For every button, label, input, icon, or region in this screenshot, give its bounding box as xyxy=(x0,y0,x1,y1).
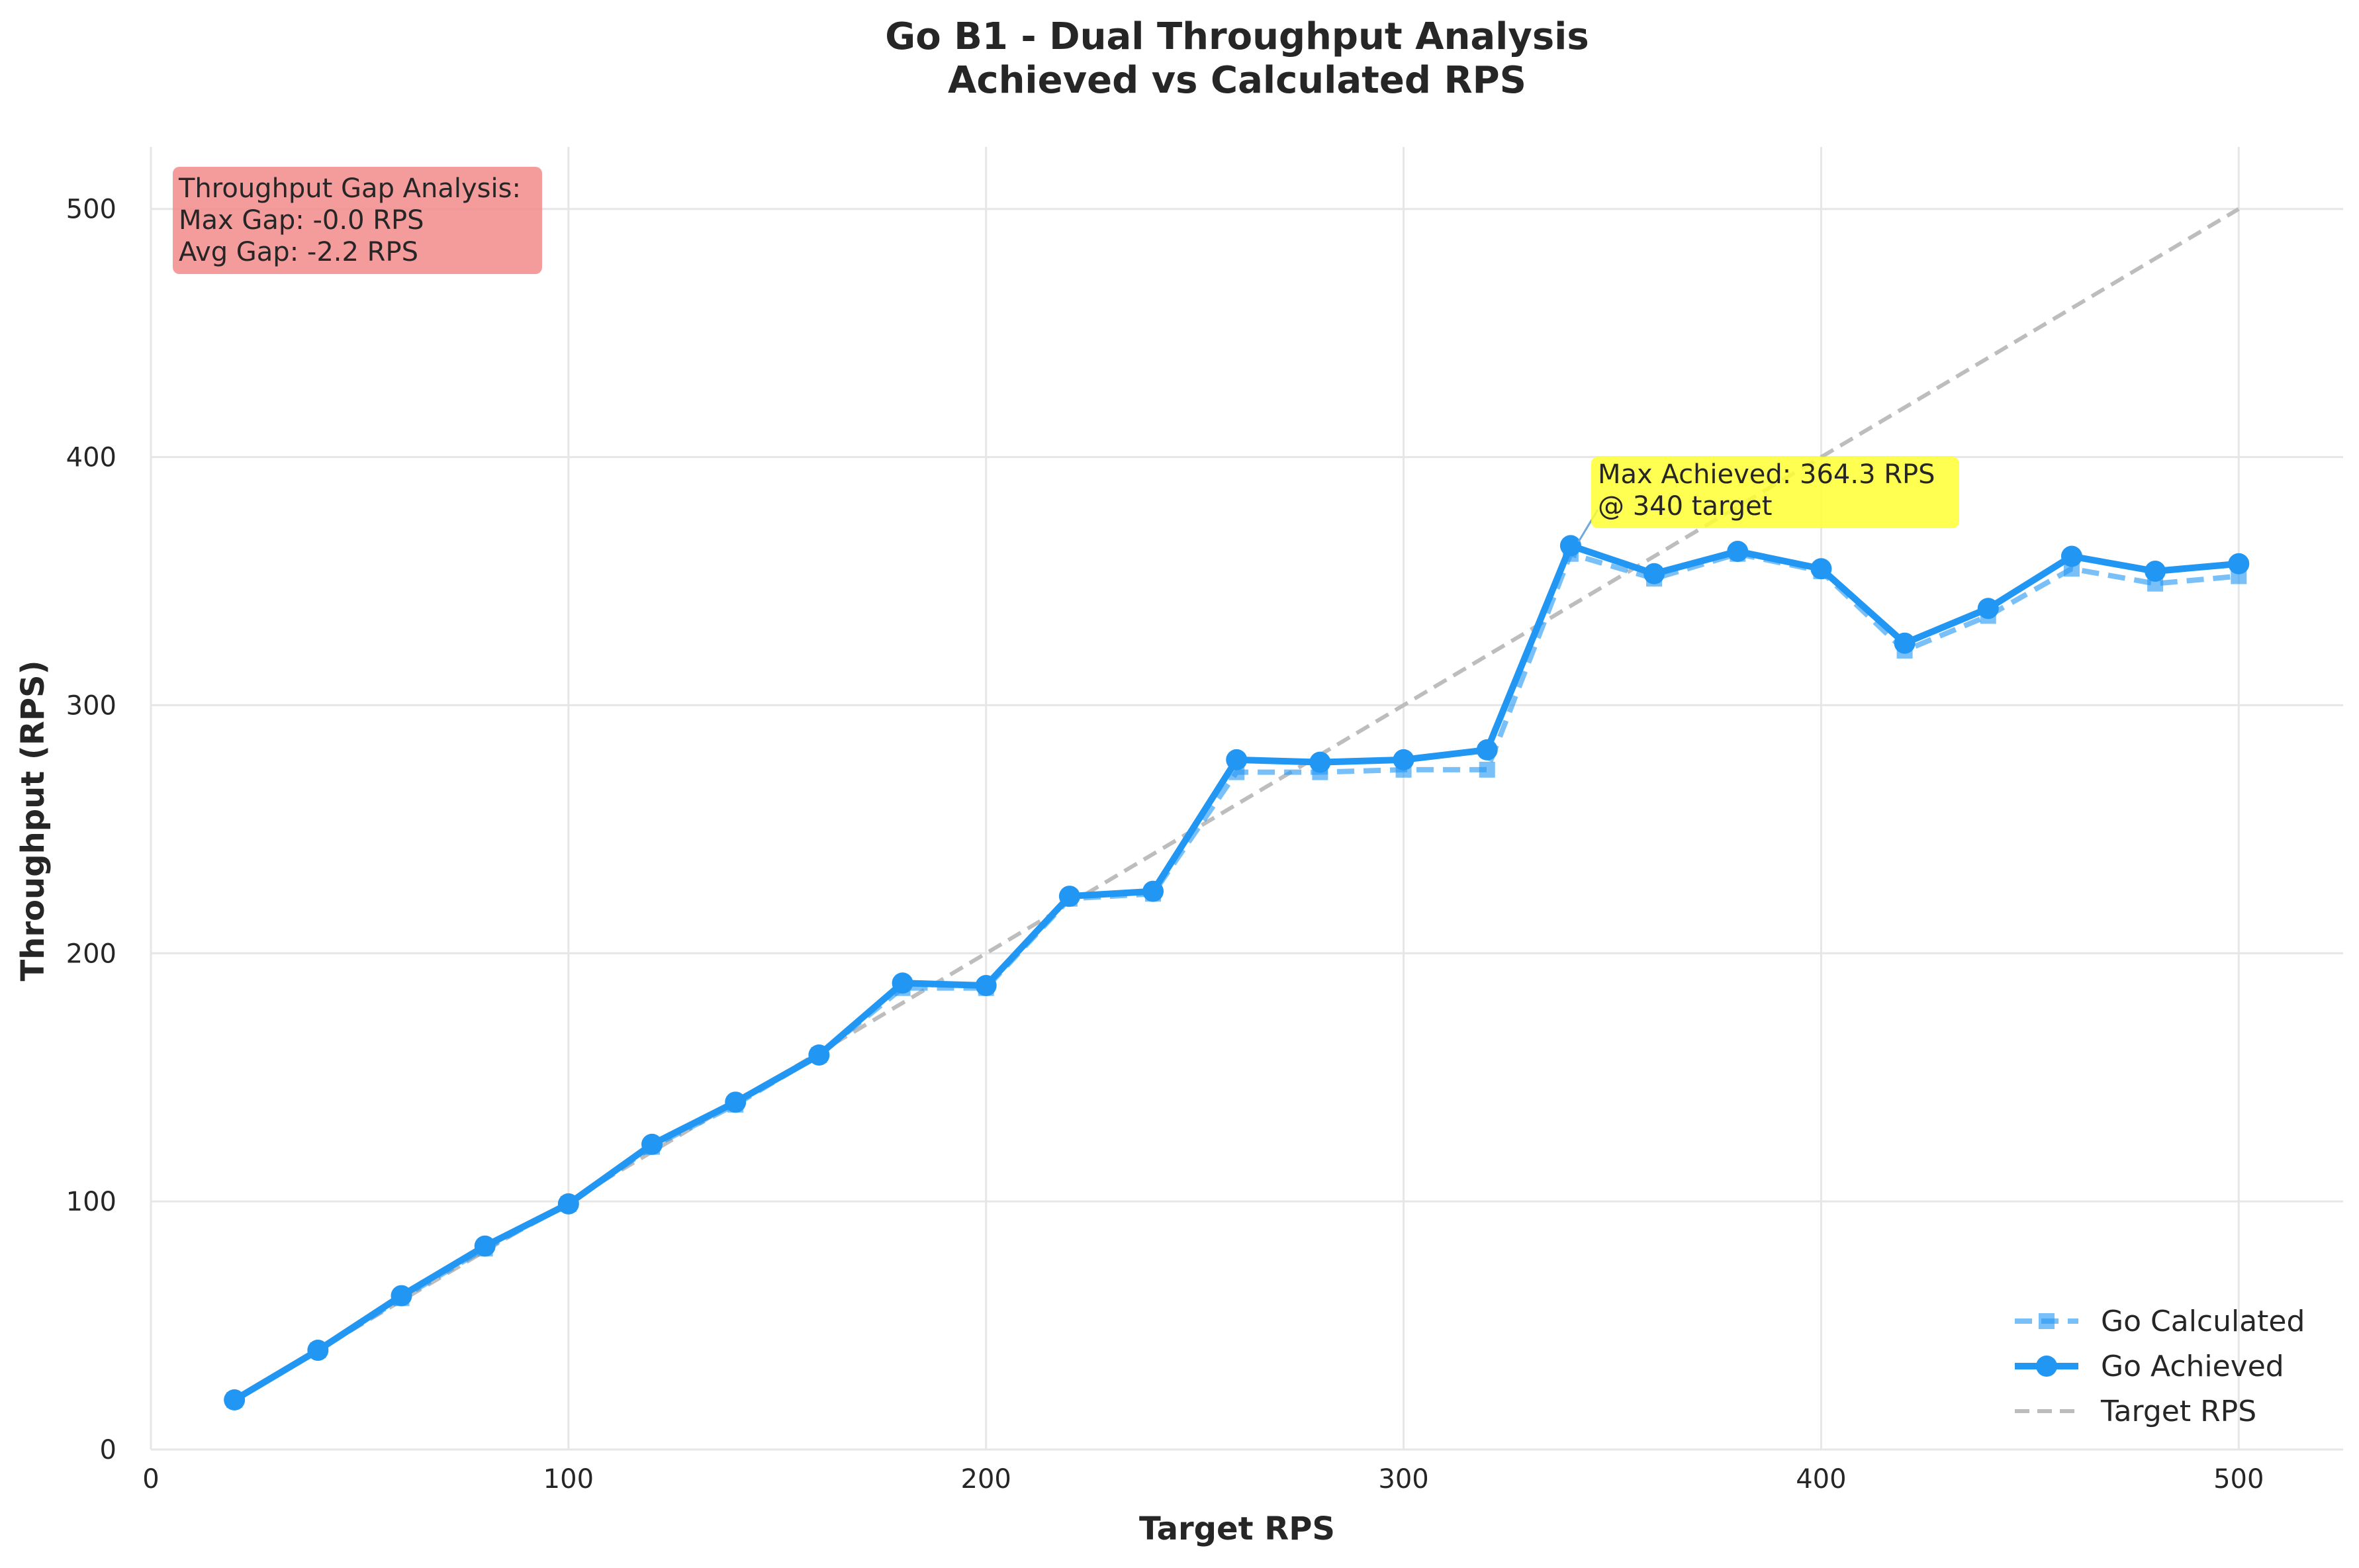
go-achieved-point xyxy=(725,1091,747,1113)
legend-label-go-achieved: Go Achieved xyxy=(2101,1350,2284,1383)
go-achieved-point xyxy=(2228,553,2250,575)
go-achieved-point xyxy=(474,1235,496,1257)
go-achieved-point xyxy=(557,1193,579,1215)
gap-analysis-line: Max Gap: -0.0 RPS xyxy=(179,205,424,236)
y-tick-label: 500 xyxy=(66,195,116,225)
legend-marker-go-achieved xyxy=(2036,1356,2057,1377)
y-axis-label: Throughput (RPS) xyxy=(15,660,52,981)
go-achieved-point xyxy=(641,1133,663,1155)
y-tick-label: 300 xyxy=(66,690,116,721)
go-achieved-point xyxy=(1810,558,1832,580)
legend: Go Calculated Go Achieved Target RPS xyxy=(2015,1305,2305,1428)
go-achieved-point xyxy=(1393,749,1414,770)
x-axis-label: Target RPS xyxy=(1139,1510,1335,1547)
y-tick-label: 100 xyxy=(66,1187,116,1217)
chart-title: Go B1 - Dual Throughput Analysis xyxy=(885,15,1589,58)
tick-layer: 0 100 200 300 400 500 0 100 200 300 400 500 xyxy=(66,195,2264,1495)
go-achieved-point xyxy=(1142,880,1164,902)
y-tick-label: 0 xyxy=(100,1435,116,1465)
x-tick-label: 200 xyxy=(961,1464,1011,1495)
go-achieved-point xyxy=(1476,739,1498,761)
go-achieved-point xyxy=(2145,561,2166,582)
go-calculated-point xyxy=(1479,761,1495,778)
y-tick-label: 200 xyxy=(66,939,116,969)
x-tick-label: 100 xyxy=(543,1464,594,1495)
go-achieved-point xyxy=(2060,545,2082,567)
legend-label-go-calculated: Go Calculated xyxy=(2101,1305,2305,1338)
go-achieved-point xyxy=(1559,535,1581,557)
go-achieved-point xyxy=(808,1044,830,1066)
chart-subtitle: Achieved vs Calculated RPS xyxy=(948,59,1526,102)
legend-label-target-rps: Target RPS xyxy=(2100,1395,2256,1428)
gap-analysis-box xyxy=(173,167,542,274)
grid-layer xyxy=(150,147,2343,1451)
legend-marker-go-calculated xyxy=(2039,1313,2055,1329)
go-achieved-point xyxy=(1977,598,1999,620)
go-achieved-point xyxy=(1058,886,1080,907)
max-achieved-line: @ 340 target xyxy=(1598,491,1772,522)
go-achieved-point xyxy=(224,1389,246,1411)
series-layer xyxy=(224,207,2250,1411)
go-achieved-point xyxy=(391,1285,412,1307)
go-achieved-point xyxy=(1226,749,1248,770)
go-achieved-point xyxy=(307,1340,329,1361)
go-achieved-point xyxy=(1309,751,1331,773)
annotation-layer: Throughput Gap Analysis:Max Gap: -0.0 RP… xyxy=(173,167,1959,543)
go-achieved-point xyxy=(892,972,913,994)
x-tick-label: 300 xyxy=(1378,1464,1428,1495)
go-achieved-point xyxy=(1643,563,1665,584)
x-tick-label: 500 xyxy=(2213,1464,2264,1495)
go-achieved-point xyxy=(1894,632,1916,654)
gap-analysis-line: Avg Gap: -2.2 RPS xyxy=(179,237,418,267)
y-tick-label: 400 xyxy=(66,443,116,473)
gap-analysis-line: Throughput Gap Analysis: xyxy=(178,173,521,204)
go-achieved-point xyxy=(1727,541,1749,563)
max-achieved-box xyxy=(1591,457,1959,528)
go-achieved-point xyxy=(975,975,997,997)
x-tick-label: 0 xyxy=(142,1464,159,1495)
x-tick-label: 400 xyxy=(1796,1464,1846,1495)
max-achieved-line: Max Achieved: 364.3 RPS xyxy=(1598,459,1935,490)
